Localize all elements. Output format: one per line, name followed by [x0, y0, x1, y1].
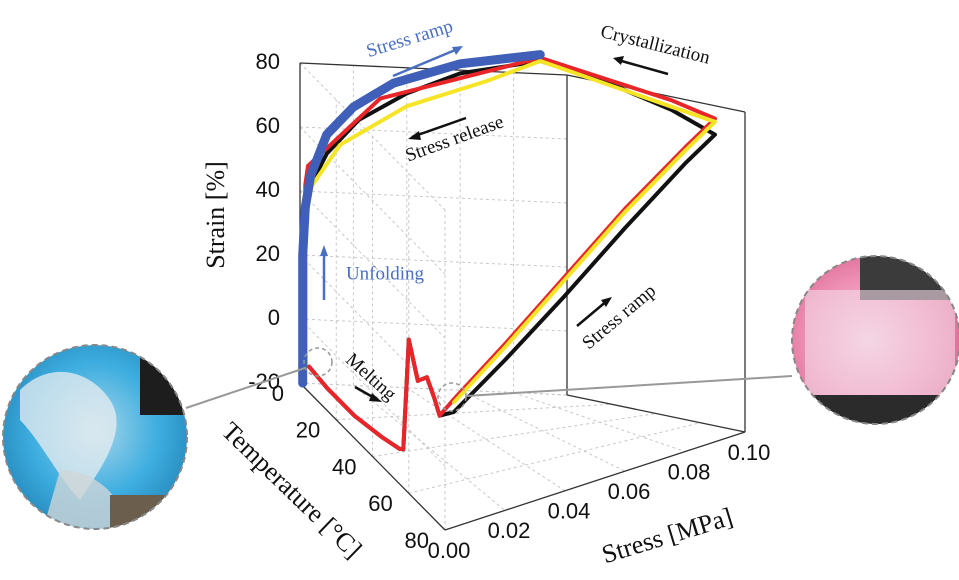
z-tick-label: 20	[296, 418, 320, 443]
grid-line	[459, 389, 626, 472]
grid-line	[299, 126, 446, 275]
axes: -200204060800204060800.000.020.040.060.0…	[248, 49, 770, 563]
arrowhead	[601, 297, 612, 307]
arrows	[320, 46, 669, 402]
series-line	[298, 50, 545, 388]
series-line	[303, 55, 717, 452]
grid-line	[299, 254, 568, 268]
grid-line	[353, 385, 506, 511]
arrow	[392, 46, 461, 78]
grid-line	[336, 403, 612, 421]
y-tick-label: 80	[256, 49, 280, 74]
data	[298, 50, 717, 452]
arrowhead	[613, 56, 624, 65]
y-tick-label: 20	[256, 241, 280, 266]
z-tick-label: 0	[272, 381, 284, 406]
annotation: Unfolding	[346, 263, 425, 284]
axis-line	[566, 394, 746, 433]
callout-line	[465, 375, 793, 397]
x-tick-label: 0.04	[548, 499, 591, 524]
x-tick-label: 0.00	[428, 538, 471, 563]
arrow	[411, 116, 467, 139]
annotation: Crystallization	[598, 21, 712, 69]
photo-border	[791, 255, 959, 425]
arrow	[617, 58, 669, 76]
y-tick-label: 0	[268, 305, 280, 330]
arrow	[576, 299, 609, 327]
x-axis-title: Stress [MPa]	[598, 502, 736, 569]
photo-left	[3, 345, 187, 529]
grid-line	[299, 190, 568, 204]
zoom-marker	[303, 347, 333, 377]
z-tick-label: 80	[405, 528, 429, 553]
callout-line	[185, 367, 306, 409]
grid-line	[299, 126, 568, 140]
arrowhead	[369, 393, 382, 402]
z-axis-title: Temperature [°C]	[216, 416, 367, 564]
y-tick-label: 60	[256, 113, 280, 138]
x-tick-label: 0.10	[728, 440, 771, 465]
arrowhead	[320, 245, 328, 256]
grid-line	[406, 387, 566, 492]
z-tick-label: 60	[368, 491, 392, 516]
axis-line	[444, 431, 746, 531]
x-tick-label: 0.02	[488, 518, 531, 543]
photo-callouts	[2, 255, 959, 530]
x-tick-label: 0.08	[668, 459, 711, 484]
y-tick-label: 40	[256, 177, 280, 202]
photo-right	[792, 256, 959, 424]
zoom-marker	[437, 382, 467, 412]
arrowhead	[452, 46, 463, 55]
grid-line	[513, 392, 686, 453]
grid-line	[408, 422, 701, 494]
x-tick-label: 0.06	[608, 479, 651, 504]
photo-border	[2, 344, 188, 530]
z-tick-label: 40	[332, 454, 356, 479]
series-line	[303, 59, 717, 452]
grid-line	[299, 318, 446, 467]
arrowhead	[408, 131, 421, 140]
annotation: Stress ramp	[578, 280, 660, 353]
y-axis-title: Strain [%]	[201, 161, 230, 269]
axis-line	[299, 382, 446, 531]
